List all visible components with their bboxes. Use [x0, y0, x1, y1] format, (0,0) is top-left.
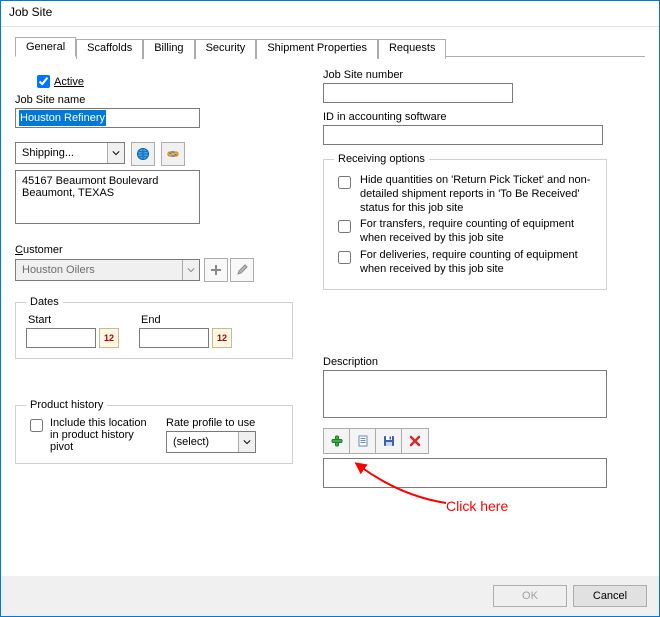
tab-requests[interactable]: Requests — [378, 39, 446, 59]
shipping-label: Shipping... — [16, 147, 107, 159]
customer-dropdown[interactable]: Houston Oilers — [15, 259, 200, 281]
receiving-opt3-checkbox[interactable] — [338, 251, 351, 264]
jobsite-number-input[interactable] — [323, 83, 513, 103]
edit-customer-button[interactable] — [230, 258, 254, 282]
tab-scaffolds[interactable]: Scaffolds — [76, 39, 143, 59]
rate-profile-value: (select) — [167, 436, 238, 448]
include-location-row[interactable]: Include this location in product history… — [26, 417, 156, 453]
chevron-down-icon — [238, 432, 255, 452]
customer-label: Customer — [15, 244, 305, 256]
link-button[interactable] — [161, 142, 185, 166]
left-column: Active Job Site name Houston Refinery Sh… — [15, 67, 305, 488]
include-location-label: Include this location in product history… — [50, 417, 156, 453]
tab-general[interactable]: General — [15, 37, 76, 57]
receiving-opt2-checkbox[interactable] — [338, 220, 351, 233]
description-input[interactable] — [323, 370, 607, 418]
end-date-input[interactable] — [139, 328, 209, 348]
add-customer-button[interactable] — [204, 258, 228, 282]
content-area: General Scaffolds Billing Security Shipm… — [1, 27, 659, 488]
receiving-opt3-label: For deliveries, require counting of equi… — [360, 249, 596, 277]
attachment-list[interactable] — [323, 458, 607, 488]
receiving-opt2-label: For transfers, require counting of equip… — [360, 218, 596, 246]
start-date-input[interactable] — [26, 328, 96, 348]
right-column: Job Site number ID in accounting softwar… — [323, 67, 645, 488]
annotation-text: Click here — [446, 498, 508, 514]
cancel-button[interactable]: Cancel — [573, 585, 647, 607]
dialog-footer: OK Cancel — [1, 576, 659, 616]
view-attachment-button[interactable] — [350, 429, 376, 453]
tab-billing[interactable]: Billing — [143, 39, 194, 59]
attachment-toolbar — [323, 428, 429, 454]
rate-profile-dropdown[interactable]: (select) — [166, 431, 256, 453]
calendar-icon[interactable]: 12 — [99, 328, 119, 348]
shipping-dropdown[interactable]: Shipping... — [15, 142, 125, 164]
jobsite-name-value: Houston Refinery — [19, 110, 106, 126]
start-label: Start — [28, 314, 119, 326]
receiving-opt1-row[interactable]: Hide quantities on 'Return Pick Ticket' … — [334, 174, 596, 215]
jobsite-number-label: Job Site number — [323, 69, 645, 81]
product-history-fieldset: Product history Include this location in… — [15, 399, 293, 464]
delete-attachment-button[interactable] — [402, 429, 428, 453]
jobsite-name-input[interactable]: Houston Refinery — [15, 108, 200, 128]
customer-value: Houston Oilers — [16, 264, 182, 276]
receiving-opt1-label: Hide quantities on 'Return Pick Ticket' … — [360, 174, 596, 215]
include-location-checkbox[interactable] — [30, 419, 43, 432]
receiving-opt1-checkbox[interactable] — [338, 176, 351, 189]
shipping-address[interactable]: 45167 Beaumont Boulevard Beaumont, TEXAS — [15, 170, 200, 224]
product-history-legend: Product history — [26, 399, 107, 411]
receiving-legend: Receiving options — [334, 153, 429, 165]
active-label: Active — [54, 76, 84, 88]
active-checkbox[interactable] — [37, 75, 50, 88]
description-label: Description — [323, 356, 645, 368]
end-label: End — [141, 314, 232, 326]
accounting-id-input[interactable] — [323, 125, 603, 145]
receiving-opt3-row[interactable]: For deliveries, require counting of equi… — [334, 249, 596, 277]
chevron-down-icon — [182, 260, 199, 280]
dates-fieldset: Dates Start 12 End — [15, 296, 293, 359]
map-globe-button[interactable] — [131, 142, 155, 166]
add-attachment-button[interactable] — [324, 429, 350, 453]
calendar-icon[interactable]: 12 — [212, 328, 232, 348]
tab-strip: General Scaffolds Billing Security Shipm… — [15, 37, 645, 57]
window-title: Job Site — [9, 5, 52, 19]
jobsite-name-label: Job Site name — [15, 94, 305, 106]
chevron-down-icon — [107, 143, 124, 163]
receiving-opt2-row[interactable]: For transfers, require counting of equip… — [334, 218, 596, 246]
accounting-id-label: ID in accounting software — [323, 111, 645, 123]
active-row: Active — [37, 75, 305, 88]
rate-profile-label: Rate profile to use — [166, 417, 256, 429]
titlebar: Job Site — [1, 1, 659, 27]
receiving-options-fieldset: Receiving options Hide quantities on 'Re… — [323, 153, 607, 290]
tab-security[interactable]: Security — [195, 39, 257, 59]
job-site-dialog: Job Site General Scaffolds Billing Secur… — [0, 0, 660, 617]
dates-legend: Dates — [26, 296, 63, 308]
save-attachment-button[interactable] — [376, 429, 402, 453]
ok-button[interactable]: OK — [493, 585, 567, 607]
tab-shipment-properties[interactable]: Shipment Properties — [256, 39, 378, 59]
